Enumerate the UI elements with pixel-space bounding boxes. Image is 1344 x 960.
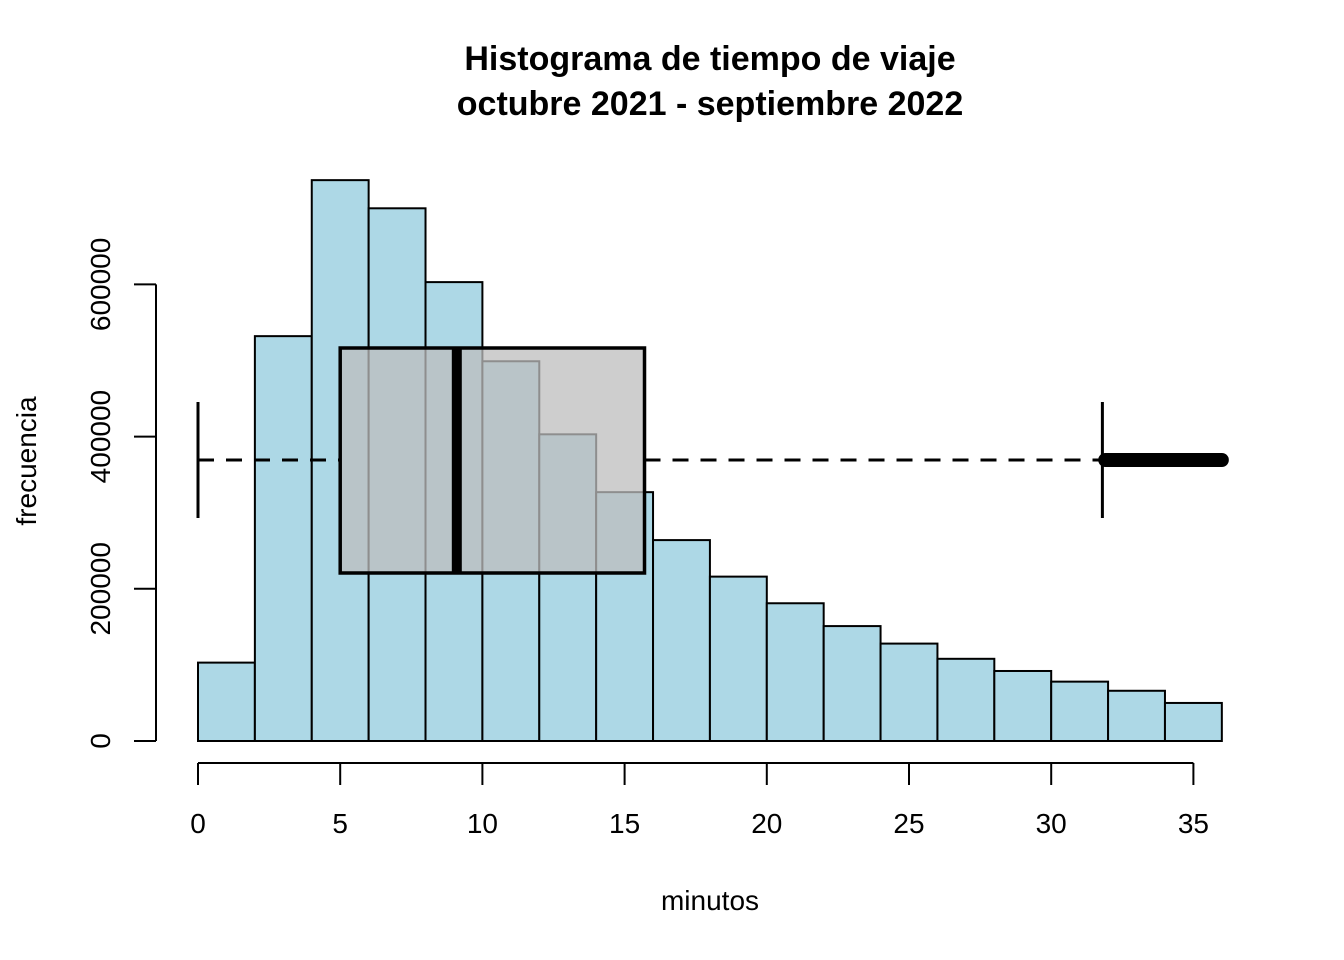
histogram-bar-13 xyxy=(936,657,996,743)
chart-subtitle: octubre 2021 - septiembre 2022 xyxy=(457,85,963,123)
histogram-bar-17 xyxy=(1163,701,1223,743)
histogram-bar-12 xyxy=(879,642,939,742)
x-tick-label-4: 20 xyxy=(751,808,782,839)
x-tick-label-7: 35 xyxy=(1178,808,1209,839)
histogram-bar-14 xyxy=(993,669,1053,742)
boxplot xyxy=(196,346,1229,575)
x-axis-label: minutos xyxy=(661,885,759,916)
x-tick-label-2: 10 xyxy=(467,808,498,839)
y-axis: 0 200000 400000 600000 xyxy=(85,238,157,749)
histogram-bar-0 xyxy=(197,661,256,743)
histogram-bar-11 xyxy=(822,625,882,742)
y-tick-label-0: 0 xyxy=(85,733,116,749)
x-tick-label-1: 5 xyxy=(332,808,348,839)
histogram-bar-9 xyxy=(708,575,768,743)
y-tick-label-2: 400000 xyxy=(85,390,116,483)
y-tick-label-3: 600000 xyxy=(85,238,116,331)
x-tick-label-6: 30 xyxy=(1036,808,1067,839)
boxplot-box xyxy=(338,346,647,575)
x-axis: 0 5 10 15 20 25 30 35 xyxy=(190,762,1209,839)
histogram-bar-1 xyxy=(253,335,313,742)
x-tick-label-0: 0 xyxy=(190,808,206,839)
y-axis-label: frecuencia xyxy=(11,396,42,526)
x-tick-label-5: 25 xyxy=(893,808,924,839)
histogram-bar-15 xyxy=(1050,680,1110,743)
histogram-bar-16 xyxy=(1107,689,1166,742)
y-tick-label-1: 200000 xyxy=(85,542,116,635)
histogram-bar-10 xyxy=(765,602,825,742)
x-tick-label-3: 15 xyxy=(609,808,640,839)
chart-title: Histograma de tiempo de viaje xyxy=(464,40,955,78)
histogram-bar-8 xyxy=(652,539,711,743)
